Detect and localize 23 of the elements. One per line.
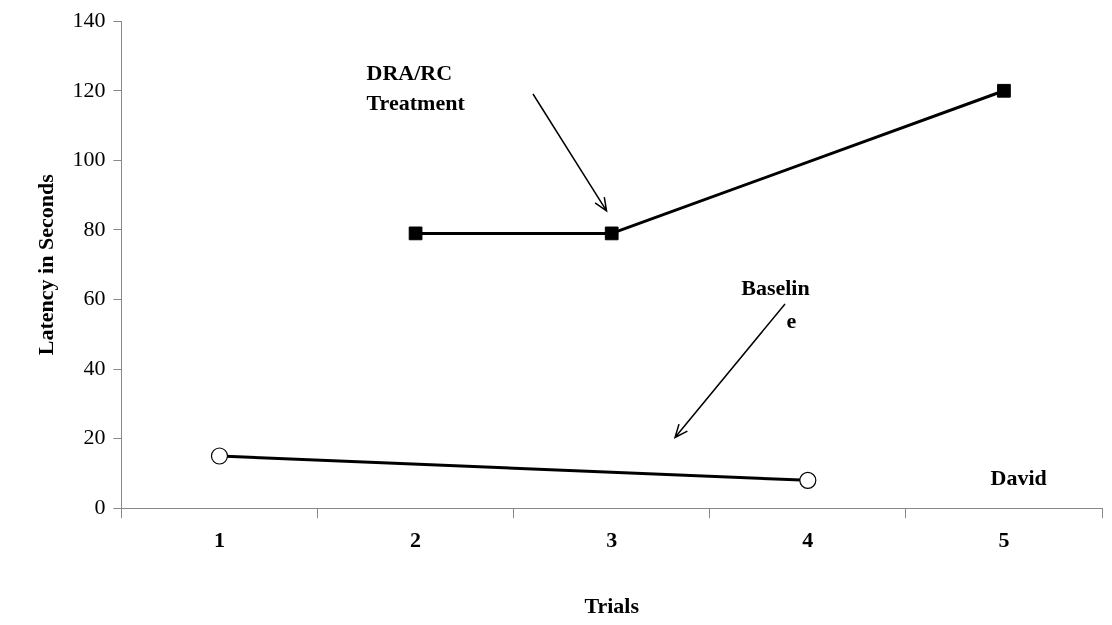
y-tick-label: 120 [72, 76, 106, 102]
y-tick-label: 140 [72, 6, 106, 32]
x-tick-label: 5 [998, 527, 1010, 553]
y-tick-label: 60 [83, 285, 106, 311]
point [604, 226, 619, 241]
annotation: Baselin e [741, 274, 810, 333]
point [210, 447, 229, 465]
point [799, 471, 817, 489]
y-tick-label: 20 [83, 424, 106, 450]
annotation: DRA/RC Treatment [366, 60, 466, 116]
y-tick-label: 100 [72, 146, 106, 172]
point [997, 83, 1011, 98]
y-tick-label: 40 [83, 354, 106, 380]
annotation: David [990, 464, 1047, 490]
x-axis-title: Trials [584, 593, 640, 619]
x-tick-label: 1 [213, 527, 225, 553]
x-tick-label: 2 [410, 527, 422, 553]
y-axis-title: Latency in Seconds [32, 173, 58, 356]
y-tick-label: 0 [94, 493, 106, 519]
y-tick-label: 80 [83, 215, 106, 241]
point [408, 226, 423, 241]
x-tick-label: 4 [802, 527, 814, 553]
x-tick-label: 3 [606, 527, 618, 553]
